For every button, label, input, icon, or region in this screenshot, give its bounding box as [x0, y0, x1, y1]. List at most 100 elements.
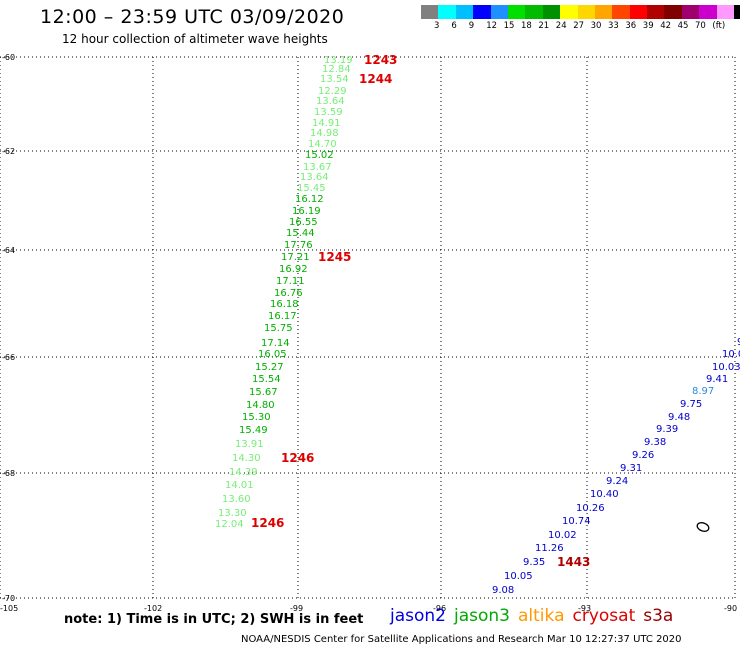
jason3-swh-value: 12.84 — [322, 64, 351, 75]
colorbar-tick-label: 24 — [555, 21, 567, 31]
jason2-swh-value: 10.03 — [712, 362, 740, 373]
jason3-swh-value: 12.04 — [215, 519, 244, 530]
jason2-swh-value: 10.02 — [548, 530, 577, 541]
colorbar-swatch — [629, 5, 648, 19]
jason3-swh-value: 12.29 — [318, 86, 347, 97]
jason3-swh-value: 14.70 — [308, 139, 337, 150]
colorbar-tick-label: 36 — [625, 21, 637, 31]
jason3-swh-value: 16.18 — [270, 299, 299, 310]
colorbar-tick-label: 42 — [660, 21, 672, 31]
colorbar-tick-label: 3 — [434, 21, 440, 31]
jason2-swh-value: 9.26 — [632, 450, 654, 461]
jason3-swh-value: 16.55 — [289, 217, 318, 228]
lon-label: -90 — [724, 604, 737, 613]
jason3-swh-value: 14.01 — [225, 480, 254, 491]
lon-label: -93 — [578, 604, 591, 613]
satellite-legend: jason2 jason3 altika cryosat s3a — [390, 606, 681, 626]
jason3-swh-value: 17.76 — [284, 240, 313, 251]
lat-label: -64 — [2, 246, 15, 255]
colorbar-tick-label: 70 — [695, 21, 706, 31]
jason3-swh-value: 15.49 — [239, 425, 268, 436]
colorbar-swatch — [699, 5, 717, 19]
jason2-swh-value: 9.48 — [668, 412, 690, 423]
colorbar-tick-label: (ft) — [712, 21, 726, 31]
satellite-legend-s3a: s3a — [643, 606, 674, 626]
jason2-swh-value: 10.40 — [590, 489, 619, 500]
lat-label: -68 — [2, 469, 15, 478]
page-subtitle: 12 hour collection of altimeter wave hei… — [62, 32, 328, 46]
colorbar-swatch — [612, 5, 630, 19]
colorbar-swatch — [716, 5, 735, 19]
jason3-pass-number: 1243 — [364, 53, 397, 67]
jason3-pass-number: 1244 — [359, 72, 392, 86]
jason3-swh-value: 16.19 — [292, 206, 321, 217]
lat-label: -62 — [2, 147, 15, 156]
jason3-swh-value: 15.45 — [297, 183, 326, 194]
jason3-swh-value: 13.67 — [303, 162, 332, 173]
jason3-swh-value: 17.14 — [261, 338, 290, 349]
colorbar-tick-label: 9 — [468, 21, 475, 31]
satellite-legend-altika: altika — [518, 606, 565, 626]
jason3-swh-value: 15.54 — [252, 374, 281, 385]
colorbar-swatch — [664, 5, 682, 19]
jason2-pass-number: 1443 — [557, 555, 590, 569]
jason3-pass-number: 1246 — [251, 516, 284, 530]
colorbar-tick-label: 27 — [573, 21, 585, 31]
colorbar-tick-label: 6 — [451, 21, 457, 31]
colorbar-labels: 3 6 9 12 15 18 21 24 27 30 33 36 39 42 45 70 (ft) — [421, 19, 740, 31]
lon-label: -102 — [144, 604, 162, 613]
colorbar-tick-label: 45 — [677, 21, 689, 31]
satellite-legend-jason2: jason2 — [390, 606, 446, 626]
satellite-legend-cryosat: cryosat — [572, 606, 636, 626]
colorbar-swatch — [681, 5, 700, 19]
jason3-swh-value: 15.44 — [286, 228, 315, 239]
colorbar-swatch — [577, 5, 595, 19]
jason2-swh-value: 8.97 — [692, 386, 714, 397]
jason2-swh-value: 10.05 — [504, 571, 533, 582]
colorbar-swatch — [490, 5, 508, 19]
colorbar-tick-label: 15 — [503, 21, 515, 31]
jason2-swh-value: 10.26 — [576, 503, 605, 514]
units-note: note: 1) Time is in UTC; 2) SWH is in fe… — [64, 612, 364, 627]
jason3-swh-value: 17.11 — [276, 276, 305, 287]
jason3-swh-value: 13.59 — [314, 107, 343, 118]
colorbar-swatch — [594, 5, 613, 19]
colorbar-tick-label: 33 — [608, 21, 619, 31]
colorbar-swatch — [542, 5, 561, 19]
jason3-swh-value: 13.60 — [222, 494, 251, 505]
jason3-pass-number: 1246 — [281, 451, 314, 465]
lon-label: -105 — [0, 604, 18, 613]
jason2-swh-value: 9.08 — [492, 585, 514, 596]
jason3-swh-value: 15.27 — [255, 362, 284, 373]
jason3-swh-value: 14.30 — [232, 453, 261, 464]
footer-credit: NOAA/NESDIS Center for Satellite Applica… — [241, 634, 682, 645]
satellite-legend-jason3: jason3 — [454, 606, 510, 626]
colorbar-swatch — [647, 5, 665, 19]
colorbar-tick-label: 30 — [590, 21, 602, 31]
jason3-swh-value: 13.30 — [218, 508, 247, 519]
lon-label: -96 — [433, 604, 446, 613]
jason3-swh-value: 16.05 — [258, 349, 287, 360]
colorbar-swatch — [560, 5, 578, 19]
colorbar-swatch — [455, 5, 474, 19]
jason3-swh-value: 13.64 — [300, 172, 329, 183]
jason3-swh-value: 16.76 — [274, 288, 303, 299]
jason3-swh-value: 14.91 — [312, 118, 341, 129]
colorbar-swatch — [507, 5, 526, 19]
jason3-swh-value: 14.39 — [229, 467, 258, 478]
page-title: 12:00 – 23:59 UTC 03/09/2020 — [40, 6, 345, 28]
jason2-swh-value: 10.0 — [722, 349, 740, 360]
lat-label: -66 — [2, 353, 15, 362]
jason3-swh-value: 14.80 — [246, 400, 275, 411]
island-outline — [696, 522, 710, 532]
jason2-swh-value: 10.74 — [562, 516, 591, 527]
jason2-swh-value: 9 — [737, 337, 740, 348]
jason2-swh-value: 9.75 — [680, 399, 702, 410]
jason3-swh-value: 14.98 — [310, 128, 339, 139]
lon-label: -99 — [290, 604, 303, 613]
jason2-swh-value: 9.41 — [706, 374, 728, 385]
jason3-swh-value: 15.75 — [264, 323, 293, 334]
colorbar-swatches — [421, 5, 740, 19]
colorbar-tick-label: 12 — [486, 21, 498, 31]
